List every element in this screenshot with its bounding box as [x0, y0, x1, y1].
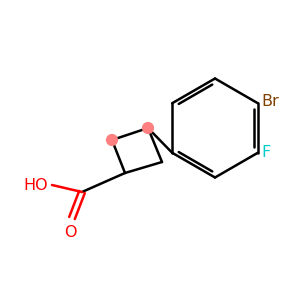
- Text: HO: HO: [24, 178, 48, 193]
- Text: F: F: [262, 145, 271, 160]
- Text: Br: Br: [262, 94, 279, 109]
- Circle shape: [142, 123, 153, 134]
- Circle shape: [106, 135, 117, 146]
- Text: O: O: [64, 225, 77, 240]
